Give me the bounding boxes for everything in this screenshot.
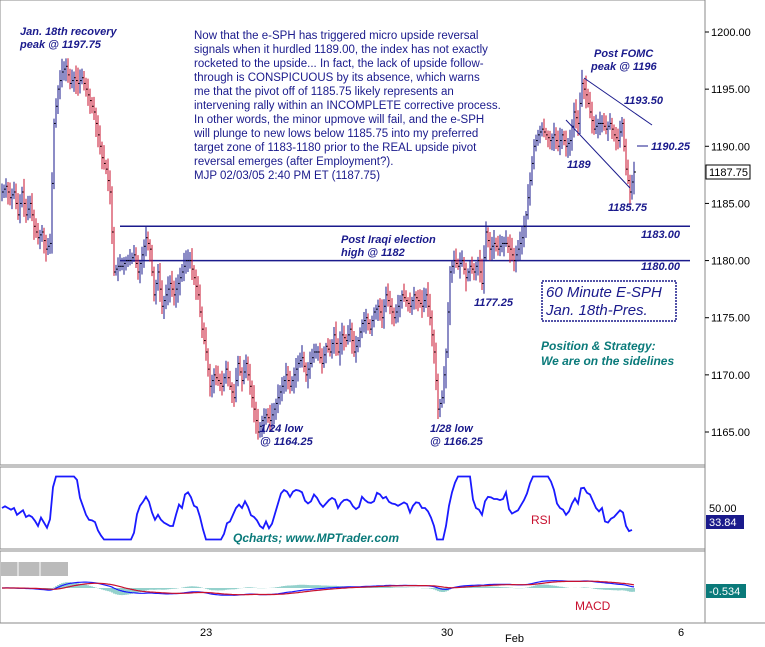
rsi-tick-50: 50.00 <box>709 503 737 515</box>
y-tick-label: 1170.00 <box>711 370 750 382</box>
rsi-value-box <box>706 515 744 529</box>
y-tick-label: 1175.00 <box>711 313 750 325</box>
macd-signal-line <box>2 580 635 596</box>
low-128-label: 1/28 low <box>430 423 474 435</box>
commentary-line: In other words, the minor upmove will fa… <box>194 114 484 126</box>
last-price-label: 1187.75 <box>709 167 748 179</box>
post-iraqi-value: high @ 1182 <box>341 247 405 259</box>
macd-label: MACD <box>575 599 611 613</box>
recovery-peak-label: Jan. 18th recovery <box>20 26 117 38</box>
y-tick-label: 1200.00 <box>711 27 751 39</box>
macd-value: -0.534 <box>709 586 740 598</box>
low-124-label: 1/24 low <box>260 423 304 435</box>
commentary-line: MJP 02/03/05 2:40 PM ET (1187.75) <box>194 170 380 182</box>
recovery-peak-value: peak @ 1197.75 <box>19 39 102 51</box>
y-tick-label: 1190.00 <box>711 141 750 153</box>
rsi-label: RSI <box>531 513 551 527</box>
level-label-1180: 1180.00 <box>641 261 681 273</box>
commentary-line: rocketed to the upside... In fact, the l… <box>194 58 484 70</box>
commentary-line: through is CONSPICUOUS by its absence, w… <box>194 72 480 84</box>
qcharts-credit: Qcharts; www.MPTrader.com <box>233 531 399 545</box>
commentary-line: intervening rally within an INCOMPLETE c… <box>194 100 501 112</box>
low-124-value: @ 1164.25 <box>260 436 314 448</box>
commentary-line: target zone of 1183-1180 prior to the RE… <box>194 142 477 154</box>
commentary: Now that the e-SPH has triggered micro u… <box>193 30 501 182</box>
last-price-box <box>705 164 751 180</box>
price-bar <box>633 161 636 195</box>
y-tick-label: 1185.00 <box>711 198 750 210</box>
annotation-1190: 1190.25 <box>651 141 691 153</box>
y-tick-label: 1165.00 <box>711 427 750 439</box>
rsi-line <box>1 475 633 541</box>
title-box <box>541 280 677 322</box>
annotation-1185: 1185.75 <box>608 202 648 214</box>
commentary-line: me that the pivot off of 1185.75 likely … <box>194 86 454 98</box>
x-label-6: 6 <box>678 627 684 639</box>
x-label-23: 23 <box>200 627 212 639</box>
low-128-value: @ 1166.25 <box>430 436 484 448</box>
y-tick-label: 1195.00 <box>711 84 750 96</box>
commentary-line: will plunge to new lows below 1185.75 in… <box>193 128 478 140</box>
post-iraqi-label: Post Iraqi election <box>341 234 436 246</box>
macd-value-box <box>706 584 746 598</box>
price-bars <box>1 58 636 440</box>
channel-lower <box>565 119 631 189</box>
chart-subtitle: Jan. 18th-Pres. <box>545 302 648 319</box>
x-label-feb: Feb <box>505 633 524 645</box>
channel-upper <box>583 77 653 126</box>
post-fomc-value: peak @ 1196 <box>590 61 657 73</box>
position-label: Position & Strategy: <box>541 339 656 353</box>
price-axis: 1200.00 1195.00 1190.00 1185.00 1180.00 1175.… <box>705 27 751 439</box>
post-fomc-label: Post FOMC <box>594 48 654 60</box>
chart-title: 60 Minute E-SPH <box>546 284 662 301</box>
y-tick-label: 1180.00 <box>711 256 750 268</box>
commentary-line: signals when it hurdled 1189.00, the ind… <box>194 44 488 56</box>
rsi-value: 33.84 <box>709 517 737 529</box>
annotation-1177: 1177.25 <box>474 297 514 309</box>
rsi-panel <box>0 466 706 550</box>
commentary-line: Now that the e-SPH has triggered micro u… <box>194 30 478 42</box>
level-label-1183: 1183.00 <box>641 229 681 241</box>
x-label-30: 30 <box>441 627 453 639</box>
position-value: We are on the sidelines <box>541 354 674 368</box>
commentary-line: reversal emerges (after Employment?). <box>194 156 393 168</box>
macd-shade <box>1 562 68 576</box>
price-panel <box>0 0 706 466</box>
annotation-1193: 1193.50 <box>624 95 664 107</box>
annotation-1189: 1189 <box>567 159 592 171</box>
